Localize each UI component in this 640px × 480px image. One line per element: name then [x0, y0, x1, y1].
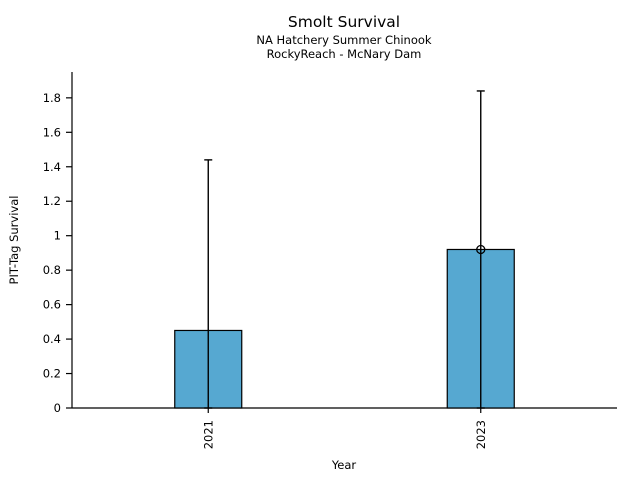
y-tick-label: 0.8: [43, 263, 61, 277]
y-tick-label: 1.8: [43, 91, 61, 105]
y-tick-label: 0.4: [43, 332, 61, 346]
x-tick-label-2021: 2021: [201, 420, 215, 449]
y-tick-label: 1.6: [43, 125, 61, 139]
chart-subtitle-2: RockyReach - McNary Dam: [267, 47, 422, 61]
x-axis-label: Year: [331, 458, 357, 472]
point-marker-2023: [476, 244, 486, 255]
y-tick-label: 1: [54, 229, 61, 243]
y-tick-label: 0.2: [43, 367, 61, 381]
y-axis-label: PIT-Tag Survival: [7, 196, 21, 285]
chart-subtitle-1: NA Hatchery Summer Chinook: [256, 33, 432, 47]
plot-elements: 0 0.2 0.4 0.6 0.8 1 1.2 1.4 1.6 1.8 2021 2023: [43, 72, 617, 449]
y-tick-label: 1.4: [43, 160, 61, 174]
y-tick-label: 0.6: [43, 298, 61, 312]
y-tick-label: 0: [54, 401, 61, 415]
y-tick-label: 1.2: [43, 194, 61, 208]
chart-title: Smolt Survival: [288, 13, 400, 31]
x-tick-label-2023: 2023: [474, 420, 488, 449]
